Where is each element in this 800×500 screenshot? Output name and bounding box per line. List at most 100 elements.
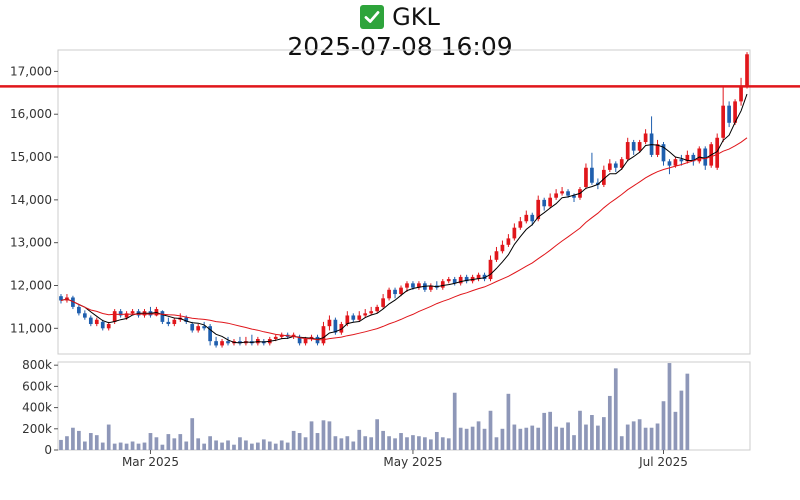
ma-short-line bbox=[60, 93, 748, 344]
volume-bar bbox=[470, 426, 475, 450]
candle-body bbox=[518, 221, 523, 228]
volume-bar bbox=[196, 438, 201, 450]
volume-bar bbox=[452, 392, 457, 450]
volume-bar bbox=[327, 421, 332, 450]
volume-bar bbox=[309, 421, 314, 450]
candle-body bbox=[685, 154, 690, 162]
candle-body bbox=[124, 313, 129, 318]
price-y-tick-label: 11,000 bbox=[10, 321, 52, 335]
volume-plot-frame bbox=[57, 361, 751, 451]
candle-body bbox=[399, 287, 403, 295]
volume-bar bbox=[661, 401, 666, 450]
candle-body bbox=[566, 191, 570, 196]
volume-bar bbox=[655, 423, 660, 450]
candle-body bbox=[303, 339, 308, 344]
candle-body bbox=[584, 167, 588, 188]
volume-bar bbox=[357, 429, 362, 450]
candle-body bbox=[321, 326, 326, 344]
volume-bar bbox=[399, 433, 403, 450]
volume-bar bbox=[405, 437, 409, 450]
volume-bar bbox=[345, 436, 350, 450]
candle-body bbox=[339, 324, 344, 333]
volume-y-tick-label: 200k bbox=[22, 422, 52, 436]
candle-body bbox=[745, 54, 749, 87]
candle-body bbox=[160, 311, 165, 322]
volume-bar bbox=[315, 433, 320, 450]
candle-body bbox=[727, 105, 731, 123]
volume-bar bbox=[440, 437, 445, 450]
volume-bar bbox=[625, 424, 630, 450]
candle-body bbox=[345, 315, 350, 325]
candle-body bbox=[733, 101, 737, 123]
volume-bar bbox=[255, 442, 260, 450]
volume-bar bbox=[542, 412, 547, 450]
candle-body bbox=[452, 279, 457, 284]
volume-bar bbox=[381, 430, 385, 450]
volume-bar bbox=[88, 433, 93, 450]
volume-bar bbox=[112, 443, 117, 450]
candle-body bbox=[130, 311, 135, 314]
candle-body bbox=[357, 315, 362, 320]
candle-body bbox=[524, 214, 529, 222]
volume-bar bbox=[590, 415, 594, 450]
volume-bar bbox=[387, 436, 391, 450]
volume-bar bbox=[59, 439, 63, 450]
datetime-label: 2025-07-08 16:09 bbox=[287, 32, 513, 61]
candle-body bbox=[697, 148, 702, 162]
candle-body bbox=[333, 319, 338, 333]
candle-body bbox=[71, 297, 75, 307]
volume-bar bbox=[548, 411, 553, 450]
volume-bar bbox=[446, 438, 451, 450]
candle-body bbox=[476, 274, 481, 280]
candle-body bbox=[631, 142, 636, 151]
volume-bar bbox=[500, 428, 505, 450]
candle-body bbox=[464, 276, 469, 282]
volume-bar bbox=[536, 427, 541, 450]
volume-y-tick-label: 600k bbox=[22, 379, 52, 393]
volume-bar bbox=[512, 424, 517, 450]
candle-body bbox=[393, 289, 397, 295]
candle-body bbox=[375, 306, 380, 312]
price-y-tick-label: 16,000 bbox=[10, 107, 52, 121]
volume-bar bbox=[154, 437, 159, 450]
candle-body bbox=[554, 193, 558, 198]
candle-body bbox=[530, 214, 535, 222]
volume-bar bbox=[261, 439, 266, 450]
volume-bar bbox=[148, 433, 153, 450]
volume-bar bbox=[267, 441, 272, 450]
candle-body bbox=[100, 321, 105, 329]
candle-body bbox=[619, 159, 624, 168]
price-y-tick-label: 14,000 bbox=[10, 193, 52, 207]
candle-body bbox=[494, 251, 499, 260]
volume-bar bbox=[607, 395, 612, 450]
candle-body bbox=[440, 281, 445, 288]
volume-bar bbox=[136, 443, 141, 450]
candle-body bbox=[601, 169, 606, 185]
volume-bar bbox=[601, 417, 606, 450]
candle-body bbox=[691, 154, 696, 162]
volume-bar bbox=[613, 368, 618, 450]
volume-bar bbox=[82, 441, 87, 450]
price-y-tick-label: 12,000 bbox=[10, 278, 52, 292]
candle-body bbox=[613, 163, 618, 168]
candle-body bbox=[721, 105, 726, 138]
candle-body bbox=[536, 199, 541, 220]
volume-bar bbox=[226, 440, 230, 450]
volume-bar bbox=[649, 427, 654, 450]
candle-body bbox=[118, 311, 123, 316]
candle-body bbox=[291, 334, 296, 337]
volume-bar bbox=[619, 436, 624, 450]
candle-body bbox=[560, 191, 564, 194]
candle-body bbox=[637, 142, 642, 151]
price-panel: 11,000 12,000 13,000 14,000 15,000 16,000 17,0… bbox=[0, 49, 800, 355]
candle-body bbox=[381, 298, 385, 307]
candle-body bbox=[220, 341, 224, 346]
candle-body bbox=[88, 317, 93, 325]
candle-body bbox=[172, 319, 177, 325]
candle-body bbox=[625, 142, 630, 160]
volume-bar bbox=[94, 435, 99, 450]
volume-y-tick-label: 400k bbox=[22, 401, 52, 415]
volume-bar bbox=[524, 427, 529, 450]
candle-body bbox=[417, 283, 421, 288]
volume-bar bbox=[214, 440, 218, 450]
